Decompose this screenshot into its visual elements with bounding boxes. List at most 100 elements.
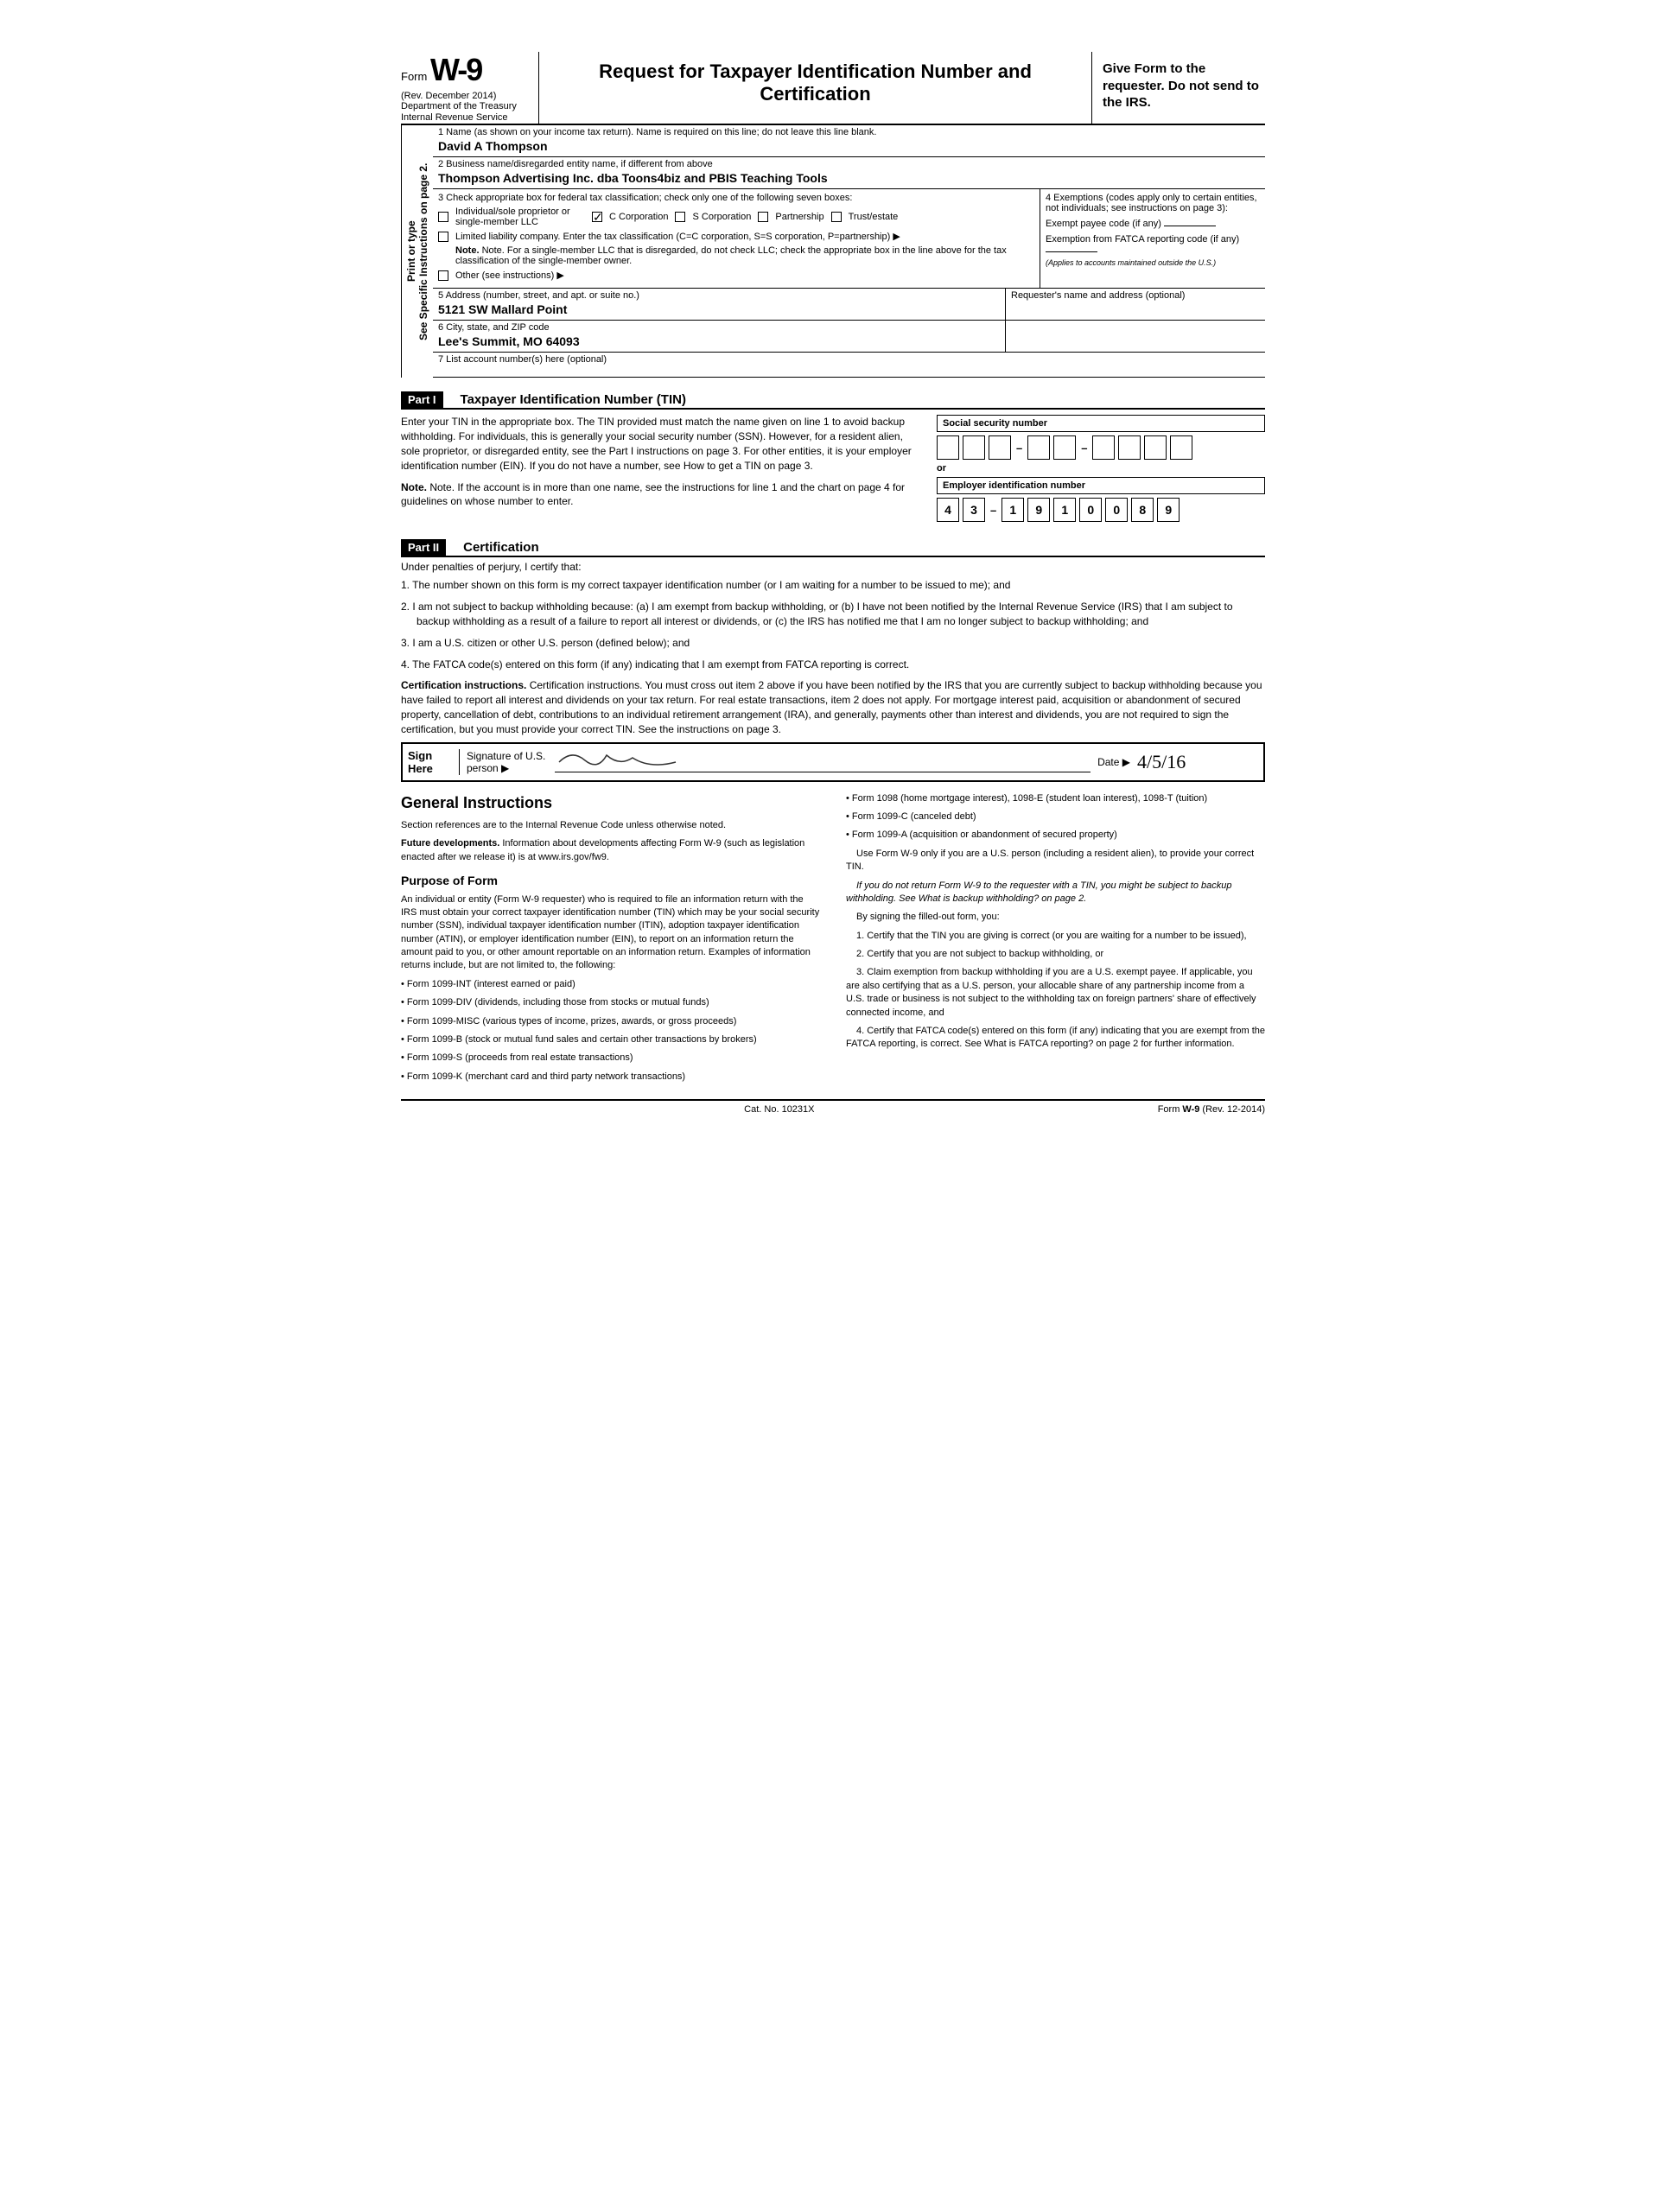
ein-d9[interactable]: 9 [1157, 498, 1180, 522]
field-1: 1 Name (as shown on your income tax retu… [433, 125, 1265, 157]
signature-svg [555, 745, 693, 772]
cb-other[interactable] [438, 270, 448, 281]
inst-h2: Purpose of Form [401, 873, 820, 890]
field-6-value: Lee's Summit, MO 64093 [438, 333, 1000, 350]
field-1-value: David A Thompson [438, 137, 1260, 155]
ein-d8[interactable]: 8 [1131, 498, 1154, 522]
requester-address: Requester's name and address (optional) [1006, 289, 1265, 320]
date-label: Date ▶ [1097, 756, 1130, 768]
field-1-label: 1 Name (as shown on your income tax retu… [438, 127, 1260, 137]
main-title: Request for Taxpayer Identification Numb… [556, 60, 1074, 105]
inst-h1: General Instructions [401, 792, 820, 814]
inst-p1: Section references are to the Internal R… [401, 819, 820, 832]
ssn-d4[interactable] [1027, 435, 1050, 460]
inst-b4: • Form 1099-B (stock or mutual fund sale… [401, 1033, 820, 1046]
footer-cat: Cat. No. 10231X [744, 1104, 814, 1115]
checkbox-row-1: Individual/sole proprietor or single-mem… [438, 207, 1034, 227]
cb3-label: S Corporation [692, 212, 751, 222]
cb-partnership[interactable] [758, 212, 768, 222]
part1-content: Enter your TIN in the appropriate box. T… [401, 415, 1265, 525]
part1-header: Part I [401, 391, 443, 408]
inst-left: General Instructions Section references … [401, 792, 820, 1090]
field-5-row: 5 Address (number, street, and apt. or s… [433, 289, 1265, 321]
cb-individual[interactable] [438, 212, 448, 222]
part2-title: Certification [463, 540, 539, 555]
field-2: 2 Business name/disregarded entity name,… [433, 157, 1265, 189]
form-header: Form W-9 (Rev. December 2014) Department… [401, 52, 1265, 125]
cert-1: 1. The number shown on this form is my c… [401, 578, 1265, 593]
ein-label: Employer identification number [937, 477, 1265, 494]
field-6: 6 City, state, and ZIP code Lee's Summit… [433, 321, 1006, 352]
header-left: Form W-9 (Rev. December 2014) Department… [401, 52, 539, 124]
ssn-d8[interactable] [1144, 435, 1167, 460]
ssn-d2[interactable] [963, 435, 985, 460]
ein-d1[interactable]: 4 [937, 498, 959, 522]
field-5-value: 5121 SW Mallard Point [438, 301, 1000, 318]
or-text: or [937, 463, 1265, 474]
field-7: 7 List account number(s) here (optional) [433, 353, 1265, 378]
form-w9: Form W-9 (Rev. December 2014) Department… [401, 52, 1265, 1115]
ssn-row: – – [937, 435, 1265, 460]
ein-d6[interactable]: 0 [1079, 498, 1102, 522]
sign-here: Sign Here [408, 749, 460, 775]
fields-section: 1 Name (as shown on your income tax retu… [433, 125, 1265, 378]
part1-title: Taxpayer Identification Number (TIN) [461, 392, 686, 407]
ssn-label: Social security number [937, 415, 1265, 432]
field-5-label: 5 Address (number, street, and apt. or s… [438, 290, 1000, 301]
cb2-label: C Corporation [609, 212, 668, 222]
ssn-d3[interactable] [989, 435, 1011, 460]
field-5: 5 Address (number, street, and apt. or s… [433, 289, 1006, 320]
ein-d2[interactable]: 3 [963, 498, 985, 522]
inst-b6: • Form 1099-K (merchant card and third p… [401, 1071, 820, 1084]
inst-r3: • Form 1099-A (acquisition or abandonmen… [846, 829, 1265, 842]
checkbox-llc-row: Limited liability company. Enter the tax… [438, 231, 1034, 242]
ein-d3[interactable]: 1 [1002, 498, 1024, 522]
part1-p2: Note. Note. If the account is in more th… [401, 480, 919, 510]
field-3-4-row: 3 Check appropriate box for federal tax … [433, 189, 1265, 289]
cb-trust[interactable] [831, 212, 842, 222]
ssn-d7[interactable] [1118, 435, 1141, 460]
inst-b1: • Form 1099-INT (interest earned or paid… [401, 978, 820, 991]
ssn-d1[interactable] [937, 435, 959, 460]
inst-r9: 3. Claim exemption from backup withholdi… [846, 966, 1265, 1020]
cb-c-corp[interactable] [592, 212, 602, 222]
ein-d4[interactable]: 9 [1027, 498, 1050, 522]
inst-r6: By signing the filled-out form, you: [846, 911, 1265, 924]
see-instructions: See Specific Instructions on page 2. [417, 163, 429, 340]
llc-note: Note. Note. For a single-member LLC that… [438, 245, 1034, 266]
llc-label: Limited liability company. Enter the tax… [455, 231, 900, 242]
ein-d7[interactable]: 0 [1105, 498, 1128, 522]
ein-d5[interactable]: 1 [1053, 498, 1076, 522]
date-value: 4/5/16 [1137, 751, 1258, 773]
cert-3: 3. I am a U.S. citizen or other U.S. per… [401, 636, 1265, 651]
field-3: 3 Check appropriate box for federal tax … [433, 189, 1040, 288]
cb-llc[interactable] [438, 232, 448, 242]
ssn-d9[interactable] [1170, 435, 1192, 460]
ssn-d5[interactable] [1053, 435, 1076, 460]
inst-r2: • Form 1099-C (canceled debt) [846, 810, 1265, 823]
field-3-label: 3 Check appropriate box for federal tax … [438, 193, 1034, 203]
inst-r5: If you do not return Form W-9 to the req… [846, 880, 1265, 906]
ssn-d6[interactable] [1092, 435, 1115, 460]
dash1: – [1014, 442, 1024, 454]
header-center: Request for Taxpayer Identification Numb… [539, 52, 1092, 124]
field-2-value: Thompson Advertising Inc. dba Toons4biz … [438, 169, 1260, 187]
department: Department of the Treasury [401, 101, 531, 112]
inst-p2: Future developments. Information about d… [401, 837, 820, 864]
instructions: General Instructions Section references … [401, 792, 1265, 1090]
exempt2: Exemption from FATCA reporting code (if … [1046, 234, 1260, 255]
revision: (Rev. December 2014) [401, 91, 496, 101]
inst-r4: Use Form W-9 only if you are a U.S. pers… [846, 848, 1265, 874]
cb1-label: Individual/sole proprietor or single-mem… [455, 207, 585, 227]
cb-s-corp[interactable] [675, 212, 685, 222]
cert-4: 4. The FATCA code(s) entered on this for… [401, 658, 1265, 672]
signature-line[interactable] [555, 752, 1091, 772]
part1-p1: Enter your TIN in the appropriate box. T… [401, 415, 919, 473]
inst-r7: 1. Certify that the TIN you are giving i… [846, 930, 1265, 943]
other-label: Other (see instructions) ▶ [455, 270, 564, 281]
cert-intro: Under penalties of perjury, I certify th… [401, 561, 1265, 573]
service: Internal Revenue Service [401, 112, 531, 124]
form-number: W-9 [430, 52, 481, 87]
inst-b5: • Form 1099-S (proceeds from real estate… [401, 1052, 820, 1065]
field-2-label: 2 Business name/disregarded entity name,… [438, 159, 1260, 169]
